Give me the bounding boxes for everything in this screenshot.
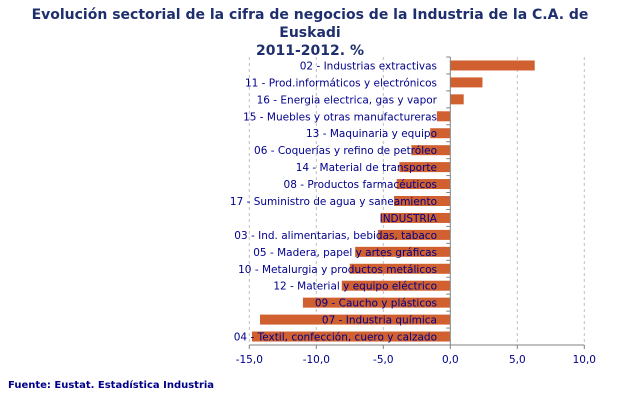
category-label: 15 - Muebles y otras manufactureras: [243, 111, 437, 123]
bar: [355, 246, 451, 257]
category-label: 13 - Maquinaria y equipo: [306, 128, 437, 140]
bar: [399, 162, 451, 173]
bar: [341, 280, 451, 291]
x-tick-label: 5,0: [509, 354, 526, 366]
category-label: 14 - Material de transporte: [296, 162, 437, 174]
chart-title: Evolución sectorial de la cifra de negoc…: [0, 6, 620, 60]
bar: [349, 263, 451, 274]
bar: [302, 297, 451, 308]
source-note: Fuente: Eustat. Estadística Industria: [8, 380, 215, 391]
bar: [396, 179, 451, 190]
bar: [394, 196, 451, 206]
category-label: 07 - Industria química: [322, 315, 437, 327]
x-tick-label: 0,0: [442, 354, 459, 366]
bar: [436, 111, 451, 122]
bar: [380, 212, 451, 223]
x-tick-label: -10,0: [303, 354, 330, 366]
x-tick-label: -15,0: [236, 354, 263, 366]
bar: [430, 128, 451, 139]
category-label: 16 - Energia electrica, gas y vapor: [257, 94, 438, 106]
bar: [251, 331, 451, 342]
bar: [450, 77, 483, 88]
bar: [411, 145, 451, 156]
bar: [450, 60, 535, 71]
x-tick-label: -5,0: [373, 354, 394, 366]
category-label: 04 - Textil, confección, cuero y calzado: [234, 332, 437, 344]
bar: [260, 314, 451, 325]
category-label: 12 - Material y equipo eléctrico: [273, 281, 437, 293]
category-label: 02 - Industrias extractivas: [300, 60, 437, 72]
category-label: 10 - Metalurgia y productos metálicos: [238, 264, 437, 276]
bar: [377, 229, 451, 240]
category-label: 05 - Madera, papel y artes gráficas: [253, 247, 437, 259]
category-label: 03 - Ind. alimentarias, bebidas, tabaco: [234, 230, 437, 242]
title-line: Evolución sectorial de la cifra de negoc…: [31, 7, 589, 41]
category-label: 06 - Coquerías y refino de petróleo: [254, 145, 437, 157]
category-label: 09 - Caucho y plásticos: [315, 298, 437, 310]
category-label: 08 - Productos farmacéuticos: [284, 179, 437, 191]
category-label: INDUSTRIA: [380, 213, 438, 225]
bar: [450, 94, 464, 105]
category-label: 11 - Prod.informáticos y electrónicos: [245, 77, 437, 89]
subtitle: 2011-2012. %: [256, 43, 364, 59]
category-label: 17 - Suministro de agua y saneamiento: [230, 196, 437, 208]
x-tick-label: 10,0: [573, 354, 596, 366]
